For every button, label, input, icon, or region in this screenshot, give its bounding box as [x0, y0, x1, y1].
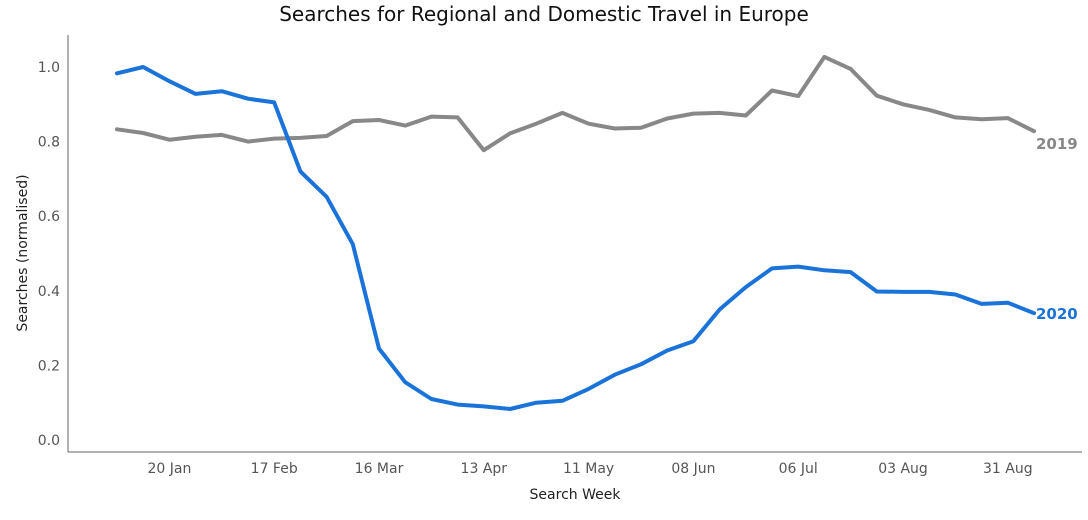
- series-layer: 2019 2020: [115, 54, 1078, 411]
- y-axis-ticks: 0.0 0.2 0.4 0.6 0.8 1.0: [38, 60, 60, 449]
- y-tick-label: 0.0: [38, 433, 60, 449]
- x-tick-label: 20 Jan: [147, 461, 191, 477]
- y-tick-label: 0.8: [38, 135, 60, 151]
- y-tick-label: 0.2: [38, 358, 60, 374]
- series-line-2020: [115, 65, 1036, 411]
- x-tick-label: 11 May: [563, 461, 614, 477]
- y-tick-label: 1.0: [38, 60, 60, 76]
- x-tick-label: 03 Aug: [878, 461, 928, 477]
- series-line-2019: [115, 54, 1036, 153]
- chart-title: Searches for Regional and Domestic Trave…: [279, 2, 809, 26]
- y-tick-label: 0.4: [38, 284, 60, 300]
- x-tick-label: 08 Jun: [671, 461, 715, 477]
- x-axis-label: Search Week: [530, 487, 622, 503]
- y-tick-label: 0.6: [38, 209, 60, 225]
- x-tick-label: 06 Jul: [779, 461, 818, 477]
- x-tick-label: 31 Aug: [983, 461, 1033, 477]
- series-label-2020: 2020: [1036, 305, 1078, 323]
- x-tick-label: 13 Apr: [461, 461, 508, 477]
- y-axis-label: Searches (normalised): [15, 174, 31, 331]
- x-tick-label: 17 Feb: [251, 461, 298, 477]
- x-tick-label: 16 Mar: [355, 461, 404, 477]
- x-axis-ticks: 20 Jan 17 Feb 16 Mar 13 Apr 11 May 08 Jun 06 J…: [147, 461, 1032, 477]
- series-label-2019: 2019: [1036, 135, 1078, 153]
